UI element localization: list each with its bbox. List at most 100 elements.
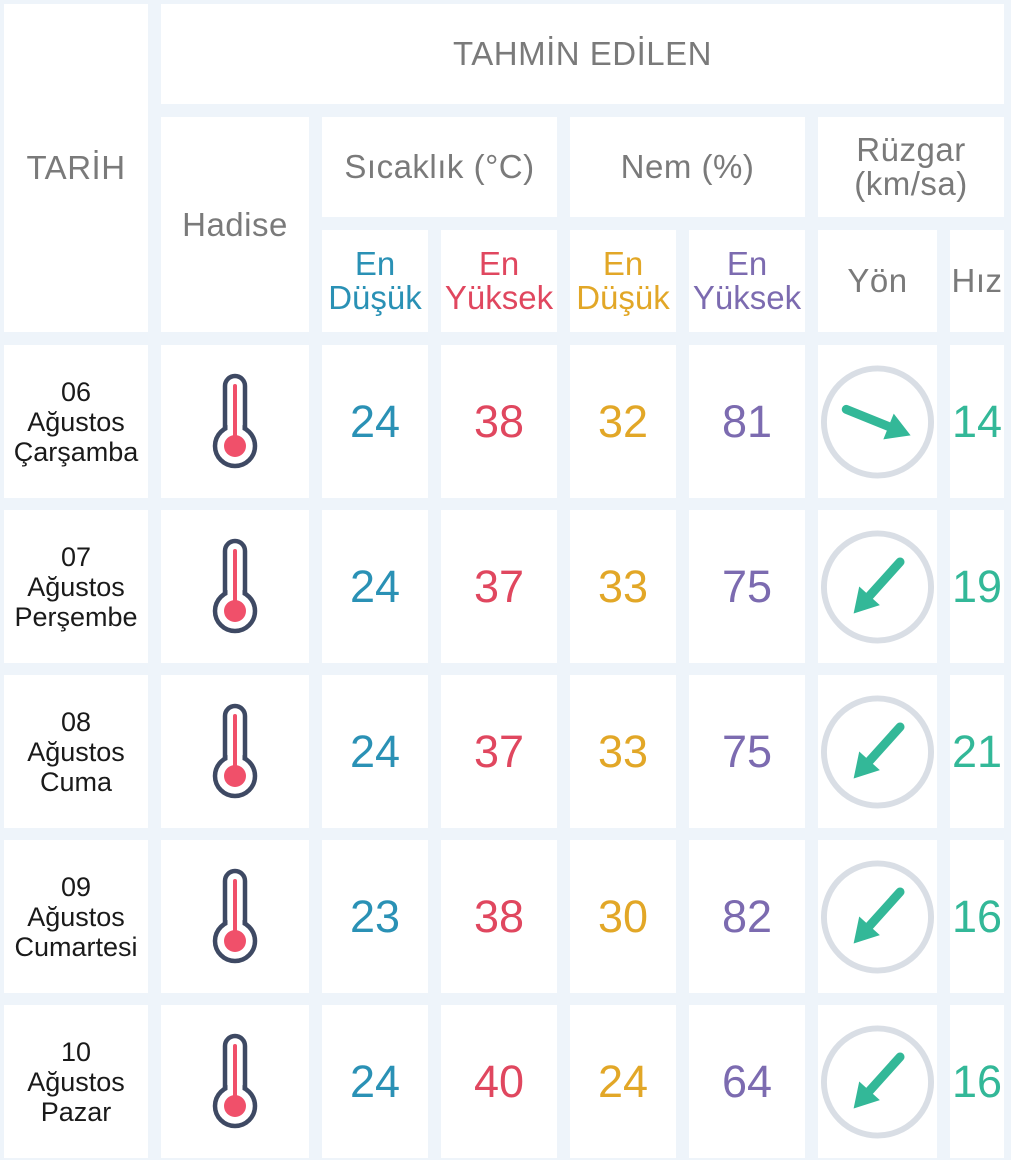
- row-temp-max: 37: [441, 510, 557, 663]
- row-wind-speed: 16: [950, 1005, 1004, 1158]
- thermometer-icon: [212, 1033, 258, 1128]
- row-date-cell: 07 Ağustos Perşembe: [4, 510, 148, 663]
- hum-min-value: 33: [597, 725, 649, 777]
- temp-min-value: 24: [349, 560, 401, 612]
- row-weekday: Çarşamba: [13, 436, 139, 467]
- row-hum-max: 75: [689, 510, 805, 663]
- row-date-cell: 08 Ağustos Cuma: [4, 675, 148, 828]
- temperature-header-label: Sıcaklık (°C): [344, 148, 535, 185]
- row-wind-speed: 16: [950, 840, 1004, 993]
- hum-min-header-en: En: [602, 245, 644, 282]
- row-event-cell: [161, 345, 309, 498]
- row-temp-max: 38: [441, 840, 557, 993]
- row-date-cell: 06 Ağustos Çarşamba: [4, 345, 148, 498]
- row-date-cell: 09 Ağustos Cumartesi: [4, 840, 148, 993]
- row-day: 06: [60, 376, 92, 407]
- temperature-group-header: Sıcaklık (°C): [322, 117, 557, 217]
- hum-max-value: 81: [721, 395, 773, 447]
- row-month: Ağustos: [27, 1066, 125, 1097]
- temp-max-header-label: Yüksek: [444, 279, 554, 316]
- row-weekday: Cuma: [39, 766, 113, 797]
- hum-max-value: 75: [721, 560, 773, 612]
- arrow-down-left-icon: [820, 529, 935, 644]
- row-weekday: Perşembe: [14, 601, 138, 632]
- row-event-cell: [161, 840, 309, 993]
- humidity-header-label: Nem (%): [620, 148, 755, 185]
- humidity-group-header: Nem (%): [570, 117, 805, 217]
- temp-min-value: 23: [349, 890, 401, 942]
- temp-max-value: 40: [473, 1055, 525, 1107]
- wind-direction-header-label: Yön: [847, 262, 908, 299]
- row-wind-direction: [818, 1005, 937, 1158]
- row-event-cell: [161, 1005, 309, 1158]
- temp-max-value: 37: [473, 560, 525, 612]
- temp-min-value: 24: [349, 725, 401, 777]
- temp-min-header-en: En: [354, 245, 396, 282]
- row-hum-max: 64: [689, 1005, 805, 1158]
- thermometer-icon: [212, 868, 258, 963]
- row-wind-direction: [818, 840, 937, 993]
- thermometer-icon: [212, 703, 258, 798]
- row-hum-max: 81: [689, 345, 805, 498]
- temp-min-value: 24: [349, 395, 401, 447]
- row-wind-speed: 21: [950, 675, 1004, 828]
- hum-min-value: 33: [597, 560, 649, 612]
- wind-group-header: Rüzgar (km/sa): [818, 117, 1004, 217]
- arrow-down-left-icon: [820, 859, 935, 974]
- temp-max-value: 38: [473, 890, 525, 942]
- row-wind-direction: [818, 510, 937, 663]
- wind-header-label: Rüzgar: [856, 131, 966, 168]
- temp-min-value: 24: [349, 1055, 401, 1107]
- temp-max-value: 37: [473, 725, 525, 777]
- row-temp-min: 24: [322, 675, 428, 828]
- hum-max-value: 64: [721, 1055, 773, 1107]
- wind-speed-value: 21: [951, 725, 1003, 777]
- thermometer-icon: [212, 373, 258, 468]
- hum-min-header-label: Düşük: [576, 279, 670, 316]
- wind-speed-header: Hız: [950, 230, 1004, 332]
- row-temp-min: 24: [322, 1005, 428, 1158]
- row-temp-max: 38: [441, 345, 557, 498]
- row-event-cell: [161, 510, 309, 663]
- event-header-label: Hadise: [182, 205, 288, 243]
- row-month: Ağustos: [27, 406, 125, 437]
- temp-min-header: En Düşük: [322, 230, 428, 332]
- row-temp-min: 23: [322, 840, 428, 993]
- hum-min-value: 30: [597, 890, 649, 942]
- row-wind-speed: 14: [950, 345, 1004, 498]
- hum-max-value: 75: [721, 725, 773, 777]
- temp-min-header-label: Düşük: [328, 279, 422, 316]
- row-temp-min: 24: [322, 345, 428, 498]
- row-wind-direction: [818, 675, 937, 828]
- wind-header-unit: (km/sa): [854, 165, 968, 202]
- row-hum-min: 24: [570, 1005, 676, 1158]
- temp-max-header-en: En: [478, 245, 520, 282]
- hum-min-value: 32: [597, 395, 649, 447]
- hum-min-header: En Düşük: [570, 230, 676, 332]
- wind-speed-value: 19: [951, 560, 1003, 612]
- row-hum-min: 33: [570, 510, 676, 663]
- event-column-header: Hadise: [161, 117, 309, 332]
- arrow-down-left-icon: [820, 1024, 935, 1139]
- row-temp-max: 37: [441, 675, 557, 828]
- row-day: 08: [60, 706, 92, 737]
- row-hum-min: 32: [570, 345, 676, 498]
- row-weekday: Pazar: [40, 1096, 112, 1127]
- row-hum-min: 30: [570, 840, 676, 993]
- wind-speed-value: 14: [951, 395, 1003, 447]
- row-date-cell: 10 Ağustos Pazar: [4, 1005, 148, 1158]
- arrow-down-left-icon: [820, 694, 935, 809]
- row-wind-direction: [818, 345, 937, 498]
- forecast-group-header: TAHMİN EDİLEN: [161, 4, 1004, 104]
- date-column-header: TARİH: [4, 4, 148, 332]
- row-day: 10: [60, 1036, 92, 1067]
- forecast-header-label: TAHMİN EDİLEN: [453, 35, 712, 72]
- wind-speed-header-label: Hız: [951, 262, 1003, 299]
- hum-max-header: En Yüksek: [689, 230, 805, 332]
- wind-speed-value: 16: [951, 890, 1003, 942]
- wind-direction-header: Yön: [818, 230, 937, 332]
- hum-max-value: 82: [721, 890, 773, 942]
- hum-min-value: 24: [597, 1055, 649, 1107]
- wind-speed-value: 16: [951, 1055, 1003, 1107]
- hum-max-header-label: Yüksek: [692, 279, 802, 316]
